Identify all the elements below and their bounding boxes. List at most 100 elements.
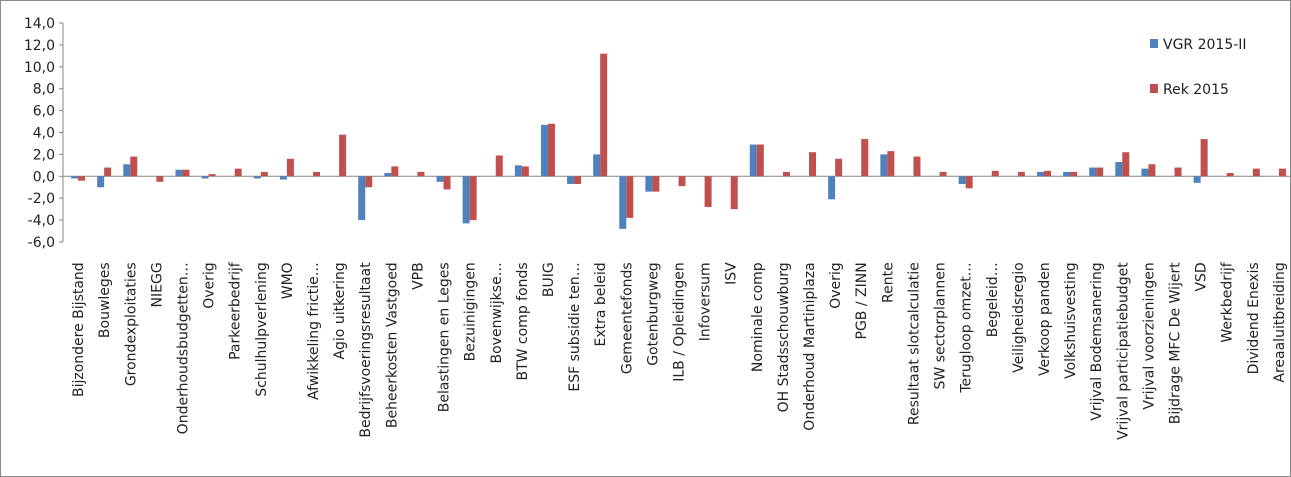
bar-vgr-2015-ii	[358, 176, 366, 221]
bar-vgr-2015-ii	[958, 176, 966, 184]
category-label: ESF subsidie ten…	[567, 262, 583, 391]
y-tick-label: 6,0	[33, 104, 55, 120]
bar-rek-2015	[1200, 139, 1208, 177]
bar-rek-2015	[756, 144, 764, 177]
category-label: Nominale comp	[750, 262, 766, 372]
category-label: Afwikkeling frictie…	[306, 262, 322, 400]
category-label: Beheerkosten Vastgoed	[384, 262, 400, 428]
bar-rek-2015	[1122, 152, 1130, 177]
bar-rek-2015	[1096, 167, 1104, 177]
bar-rek-2015	[861, 139, 869, 177]
category-label: Terugloop omzet…	[959, 262, 975, 393]
y-tick-label: 14,0	[24, 16, 55, 32]
category-label: PGB / ZINN	[854, 262, 870, 339]
bar-rek-2015	[1226, 173, 1234, 177]
category-label: Bovenwijkse…	[489, 262, 505, 363]
y-axis: -6,0 -4,0 -2,0 0,0 2,0 4,0 6,0 8,0 10,0 12,0 14,0	[24, 16, 1290, 251]
bar-rek-2015	[991, 170, 999, 177]
bar-vgr-2015-ii	[201, 176, 209, 179]
bar-rek-2015	[887, 151, 895, 177]
legend: VGR 2015-II Rek 2015	[1150, 37, 1247, 98]
category-label: Bijzondere Bijstand	[71, 262, 87, 397]
bar-vgr-2015-ii	[1063, 171, 1071, 177]
bar-rek-2015	[835, 158, 843, 177]
bar-vgr-2015-ii	[175, 169, 183, 177]
legend-swatch	[1150, 39, 1158, 48]
category-label: Bezuinigingen	[463, 262, 479, 361]
category-label: Parkeerbedrijf	[228, 261, 244, 360]
bar-vgr-2015-ii	[645, 176, 653, 192]
category-label: Bedrijfsvoeringsresultaat	[358, 262, 374, 438]
category-label: Overig	[828, 262, 844, 308]
bar-vgr-2015-ii	[540, 124, 548, 177]
bar-rek-2015	[1017, 171, 1025, 177]
bar-rek-2015	[652, 176, 660, 192]
bar-rek-2015	[965, 176, 973, 189]
category-label: Schulhulpverlening	[254, 262, 270, 396]
bar-vgr-2015-ii	[880, 154, 888, 177]
bar-vgr-2015-ii	[1141, 168, 1149, 177]
category-label: Bouwleges	[97, 262, 113, 338]
bar-rek-2015	[1043, 170, 1051, 177]
category-label: Gotenburgweg	[645, 262, 661, 366]
bar-vgr-2015-ii	[1193, 176, 1201, 183]
bar-rek-2015	[495, 155, 503, 177]
bar-rek-2015	[234, 168, 242, 177]
bar-vgr-2015-ii	[123, 164, 131, 177]
category-label: Belastingen en Leges	[437, 262, 453, 412]
bar-vgr-2015-ii	[749, 144, 757, 177]
category-label: Overig	[202, 262, 218, 308]
bar-rek-2015	[78, 176, 86, 181]
bar-rek-2015	[600, 53, 608, 177]
y-tick-label: -2,0	[28, 191, 55, 207]
y-tick-label: -6,0	[28, 235, 55, 251]
bar-rek-2015	[391, 166, 399, 177]
y-tick-label: 0,0	[33, 169, 55, 185]
category-label: Grondexploitaties	[123, 262, 139, 386]
bar-vgr-2015-ii	[97, 176, 105, 188]
bar-rek-2015	[104, 167, 112, 177]
category-label: Verkoop panden	[1037, 262, 1053, 376]
bar-rek-2015	[626, 176, 634, 218]
bar-vgr-2015-ii	[567, 176, 575, 184]
bar-vgr-2015-ii	[279, 176, 287, 180]
bar-rek-2015	[260, 171, 268, 177]
category-label: Extra beleid	[593, 262, 609, 346]
bars	[71, 53, 1286, 229]
bar-rek-2015	[365, 176, 373, 188]
bar-rek-2015	[730, 176, 738, 210]
category-label: Infoversum	[698, 262, 714, 341]
bar-rek-2015	[417, 171, 425, 177]
bar-vgr-2015-ii	[253, 176, 261, 179]
y-tick-label: 10,0	[24, 60, 55, 76]
category-label: ISV	[724, 262, 740, 285]
category-label: BUIG	[541, 262, 557, 297]
bar-rek-2015	[704, 176, 712, 207]
y-tick-label: 12,0	[24, 38, 55, 54]
bar-rek-2015	[1174, 167, 1182, 177]
bar-vgr-2015-ii	[436, 176, 444, 182]
category-label: Vrijval participatiebudget	[1115, 262, 1131, 440]
bar-rek-2015	[574, 176, 582, 184]
category-label: Agio uitkering	[332, 262, 348, 359]
bar-vgr-2015-ii	[619, 176, 627, 229]
bar-rek-2015	[809, 152, 817, 177]
bar-rek-2015	[339, 134, 347, 177]
category-label: Onderhoud Martiniplaza	[802, 262, 818, 430]
category-label: SW sectorplannen	[933, 262, 949, 389]
bar-rek-2015	[130, 156, 138, 177]
legend-label: Rek 2015	[1163, 82, 1229, 98]
bar-vgr-2015-ii	[593, 154, 601, 177]
category-label: Areaaluitbreiding	[1272, 262, 1288, 382]
bar-rek-2015	[182, 169, 190, 177]
bar-rek-2015	[313, 171, 321, 177]
category-label: Dividend Enexis	[1246, 262, 1262, 374]
bar-vgr-2015-ii	[462, 176, 470, 224]
category-label: Volkshuisvesting	[1063, 262, 1079, 379]
category-label: NIEGG	[149, 262, 165, 307]
category-label: Werkbedrijf	[1220, 261, 1236, 342]
category-label: Begeleid…	[985, 262, 1001, 337]
bar-vgr-2015-ii	[1115, 162, 1123, 177]
